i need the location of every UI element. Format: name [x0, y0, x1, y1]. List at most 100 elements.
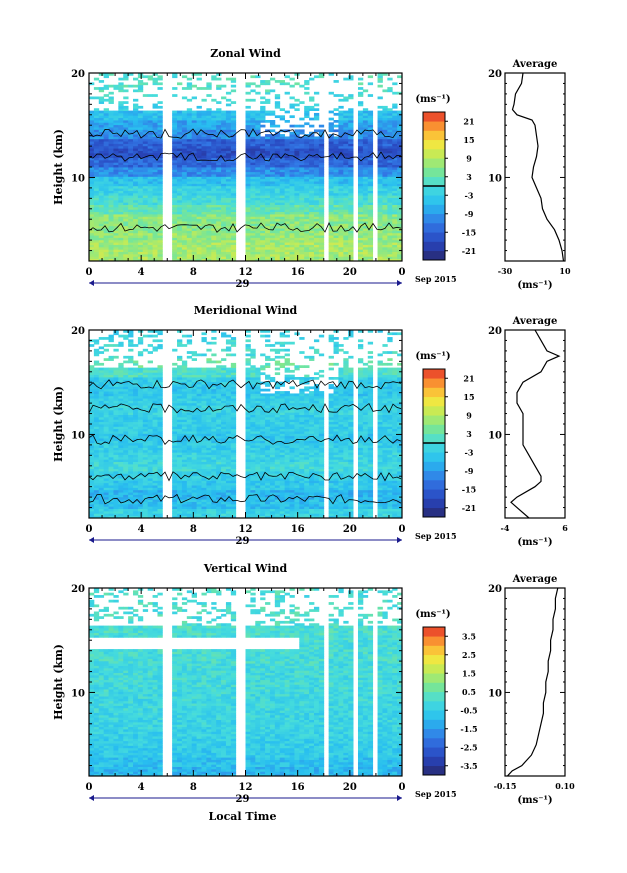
heatmap-cell [137, 508, 144, 512]
heatmap-cell [123, 487, 129, 491]
heatmap-cell [318, 206, 325, 210]
colorbar-band [423, 149, 445, 159]
heatmap-cell [377, 246, 383, 250]
heatmap-cell [367, 155, 374, 158]
heatmap-cell [313, 510, 320, 514]
heatmap-cell [377, 155, 383, 158]
heatmap-cell [318, 508, 325, 512]
heatmap-cell [89, 183, 95, 187]
heatmap-cell [260, 143, 266, 147]
heatmap-cell [274, 155, 281, 158]
heatmap-cell [98, 159, 105, 163]
heatmap-cell [294, 82, 300, 86]
heatmap-cell [230, 478, 237, 481]
heatmap-cell [289, 145, 295, 149]
heatmap-cell [377, 510, 383, 514]
heatmap-cell [211, 499, 217, 502]
heatmap-cell [103, 253, 109, 257]
heatmap-cell [255, 478, 261, 481]
heatmap-cell [255, 228, 261, 231]
heatmap-cell [98, 503, 105, 507]
heatmap-cell [186, 492, 193, 495]
heatmap-cell [392, 178, 398, 182]
heatmap-cell [260, 138, 266, 142]
heatmap-cell [221, 162, 227, 166]
heatmap-cell [289, 235, 295, 238]
heatmap-cell [328, 164, 334, 168]
heatmap-cell [250, 202, 256, 205]
heatmap-cell [304, 110, 310, 114]
heatmap-cell [103, 489, 109, 493]
heatmap-cell [269, 77, 276, 81]
heatmap-cell [181, 253, 188, 257]
heatmap-cell [318, 223, 325, 227]
heatmap-cell [225, 98, 232, 102]
heatmap-cell [142, 181, 149, 184]
heatmap-cell [357, 197, 364, 201]
heatmap-cell [387, 129, 393, 133]
heatmap-cell [255, 237, 261, 241]
heatmap-cell [177, 501, 183, 505]
heatmap-cell [260, 225, 266, 229]
heatmap-cell [181, 127, 188, 130]
heatmap-cell [250, 478, 256, 481]
heatmap-cell [133, 103, 139, 107]
heatmap-cell [387, 232, 393, 236]
heatmap-cell [304, 148, 310, 151]
heatmap-cell [289, 209, 295, 213]
heatmap-cell [211, 237, 217, 241]
heatmap-cell [93, 143, 100, 147]
heatmap-cell [221, 129, 227, 133]
heatmap-cell [98, 110, 105, 114]
heatmap-cell [265, 237, 271, 241]
heatmap-cell [137, 124, 144, 128]
heatmap-cell [113, 129, 119, 133]
heatmap-cell [181, 230, 188, 234]
heatmap-cell [328, 508, 334, 512]
heatmap-cell [157, 131, 163, 135]
heatmap-cell [108, 98, 114, 102]
heatmap-cell [211, 209, 217, 213]
heatmap-cell [367, 487, 374, 491]
heatmap-cell [152, 94, 158, 97]
heatmap-cell [221, 223, 227, 227]
heatmap-cell [113, 167, 119, 170]
heatmap-cell [245, 141, 251, 144]
heatmap-cell [216, 235, 222, 238]
heatmap-cell [196, 178, 202, 182]
heatmap-cell [211, 253, 217, 257]
heatmap-cell [172, 145, 178, 149]
heatmap-cell [133, 174, 139, 177]
heatmap-cell [387, 157, 393, 161]
heatmap-cell [206, 202, 212, 205]
x-tick-label: 16 [291, 267, 305, 278]
heatmap-cell [196, 73, 202, 76]
heatmap-cell [186, 112, 193, 116]
heatmap-cell [279, 478, 286, 481]
heatmap-cell [309, 159, 315, 163]
heatmap-cell [118, 148, 124, 151]
heatmap-cell [392, 206, 398, 210]
heatmap-cell [260, 148, 266, 151]
heatmap-cell [93, 155, 100, 158]
heatmap-cell [172, 120, 178, 123]
heatmap-cell [269, 169, 276, 173]
heatmap-cell [343, 124, 349, 128]
heatmap-cell [274, 178, 281, 182]
heatmap-cell [201, 98, 207, 102]
heatmap-cell [152, 515, 158, 519]
heatmap-cell [93, 96, 100, 100]
heatmap-cell [274, 258, 281, 262]
heatmap-cell [123, 195, 129, 198]
heatmap-cell [309, 237, 315, 241]
heatmap-cell [357, 176, 364, 180]
heatmap-cell [172, 480, 178, 484]
heatmap-cell [357, 506, 364, 509]
heatmap-cell [221, 492, 227, 495]
heatmap-cell [279, 138, 286, 142]
heatmap-cell [274, 256, 281, 260]
heatmap-cell [284, 239, 290, 243]
heatmap-cell [245, 197, 251, 201]
heatmap-cell [118, 190, 124, 194]
heatmap-cell [362, 188, 369, 191]
